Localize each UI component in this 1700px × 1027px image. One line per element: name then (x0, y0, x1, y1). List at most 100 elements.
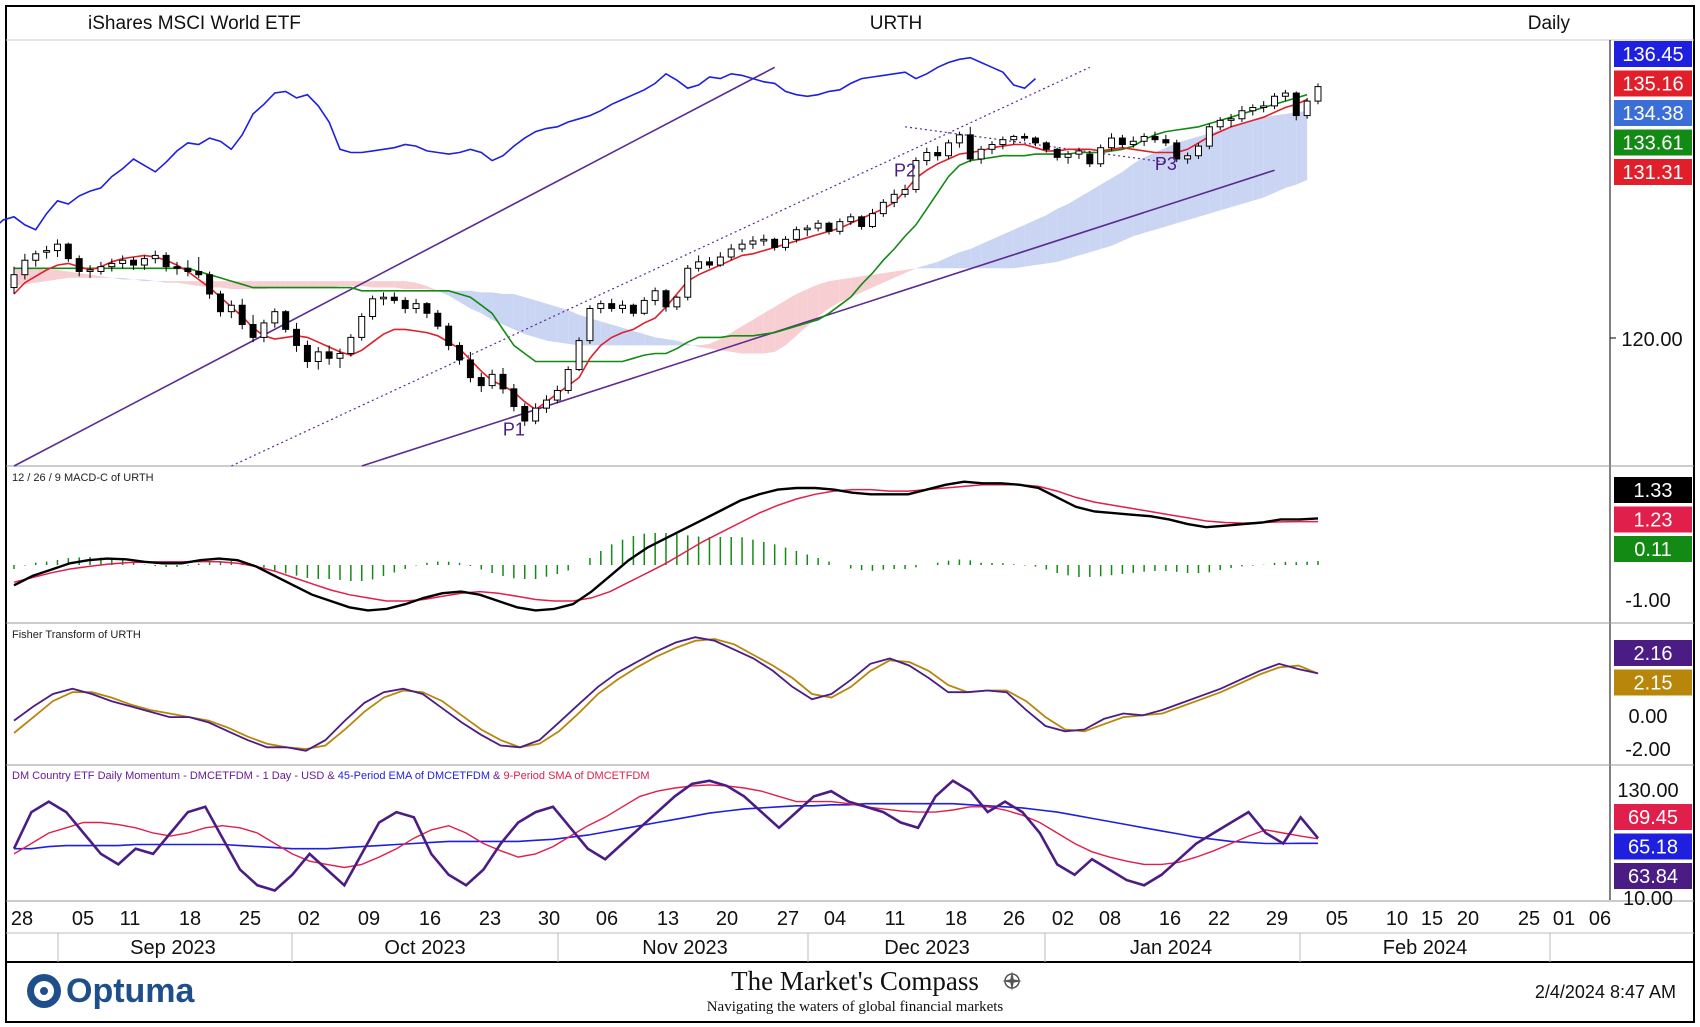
candle-body (314, 351, 322, 363)
macd-lines (13, 480, 1319, 612)
candle-body (43, 250, 51, 253)
cloud-segment (296, 281, 308, 288)
cloud-segment (68, 271, 80, 278)
candle-body (1314, 86, 1322, 102)
candle-body (1108, 137, 1116, 149)
cloud-segment (915, 265, 927, 269)
trend-channel (13, 66, 1275, 467)
candle-body (140, 258, 148, 266)
candle-body (1021, 135, 1029, 139)
cloud-segment (1296, 110, 1308, 185)
candle-body (988, 143, 996, 150)
candle-body (521, 406, 529, 422)
candle-body (151, 254, 159, 260)
candle-body (369, 298, 377, 317)
momentum-title-part: & (327, 770, 337, 782)
cloud-segment (1220, 126, 1232, 211)
candle-body (814, 222, 822, 229)
candle-body (162, 254, 170, 268)
candle-body (749, 240, 757, 245)
candle-body (575, 340, 583, 371)
fisher-panel-title: Fisher Transform of URTH (12, 629, 141, 641)
value-badge-text: 131.31 (1622, 162, 1683, 184)
candle-body (977, 148, 985, 160)
cloud-segment (959, 248, 971, 269)
candle-body (434, 312, 442, 327)
value-badge (1614, 100, 1692, 126)
cloud-segment (524, 297, 536, 338)
cloud-segment (1252, 117, 1264, 201)
chikou-line (0, 56, 1037, 231)
candle-body (1227, 118, 1235, 121)
macd-panel-title: 12 / 26 / 9 MACD-C of URTH (12, 472, 154, 484)
cloud-segment (905, 268, 916, 274)
date-tick-label: 23 (479, 908, 501, 930)
cloud-segment (513, 293, 525, 335)
candle-body (445, 325, 453, 346)
date-tick-label: 25 (239, 908, 261, 930)
date-tick-label: 28 (11, 908, 33, 930)
value-badge (1614, 804, 1692, 830)
candle-body (564, 369, 572, 391)
cloud-segment (850, 276, 862, 298)
candle-body (1184, 155, 1192, 160)
value-badge (1614, 159, 1692, 185)
candle-body (608, 303, 616, 309)
cloud-segment (318, 281, 330, 288)
cloud-segment (46, 269, 58, 282)
cloud-segment (372, 281, 384, 288)
cloud-segment (546, 303, 558, 343)
candle-body (771, 238, 779, 248)
pivot-label: P1 (503, 419, 525, 439)
candle-body (836, 221, 844, 232)
channel-lower-line (361, 169, 1275, 467)
candle-body (532, 407, 540, 422)
candle-body (1238, 110, 1246, 120)
candle-body (858, 216, 866, 227)
date-tick-label: 26 (1003, 908, 1025, 930)
cloud-segment (1057, 203, 1069, 262)
date-tick-label: 10 (1386, 908, 1408, 930)
footer: Optuma The Market's Compass Navigating t… (27, 966, 1676, 1015)
pivot-label: P3 (1155, 154, 1177, 174)
cloud-segment (1122, 163, 1134, 241)
cloud-segment (1078, 191, 1090, 256)
pivot-labels: P1 P2 P3 (503, 154, 1177, 439)
date-tick-label: 06 (1589, 908, 1611, 930)
candle-body (238, 304, 246, 326)
cloud-segment (166, 281, 177, 283)
cloud-segment (285, 281, 297, 288)
cloud-segment (274, 281, 286, 288)
candle-body (1249, 107, 1257, 112)
value-badge (1614, 41, 1692, 67)
cloud-segment (57, 269, 69, 280)
macd-panel: 12 / 26 / 9 MACD-C of URTH -1.00 1.33 1.2… (12, 472, 1692, 612)
candle-body (21, 259, 29, 276)
candle-body (1303, 100, 1311, 117)
cloud-segment (111, 277, 123, 280)
cloud-segment (79, 273, 91, 278)
date-tick-label: 05 (1326, 908, 1348, 930)
cloud-segment (1035, 215, 1047, 266)
cloud-segment (861, 274, 873, 293)
cloud-segment (133, 279, 145, 282)
cloud-segment (687, 343, 699, 348)
candle-body (303, 344, 311, 363)
cloud-segment (405, 281, 417, 290)
date-tick-label: 11 (885, 908, 906, 930)
date-tick-label: 16 (419, 908, 441, 930)
cloud-segment (394, 281, 406, 290)
candle-body (86, 269, 94, 272)
value-badge-text: 0.11 (1634, 539, 1671, 561)
cloud-segment (785, 293, 797, 346)
optuma-logo: Optuma (27, 972, 196, 1010)
momentum-title-part: DM Country ETF Daily Momentum - DMCETFDM… (12, 770, 324, 782)
outer-border (5, 5, 1695, 1023)
ichimoku-cloud (14, 110, 1308, 354)
momentum-lines (12, 779, 1319, 892)
compass-title: The Market's Compass (731, 966, 979, 996)
cloud-segment (774, 300, 786, 352)
month-label: Feb 2024 (1383, 937, 1468, 959)
cloud-segment (1133, 157, 1145, 237)
candle-body (923, 152, 931, 162)
